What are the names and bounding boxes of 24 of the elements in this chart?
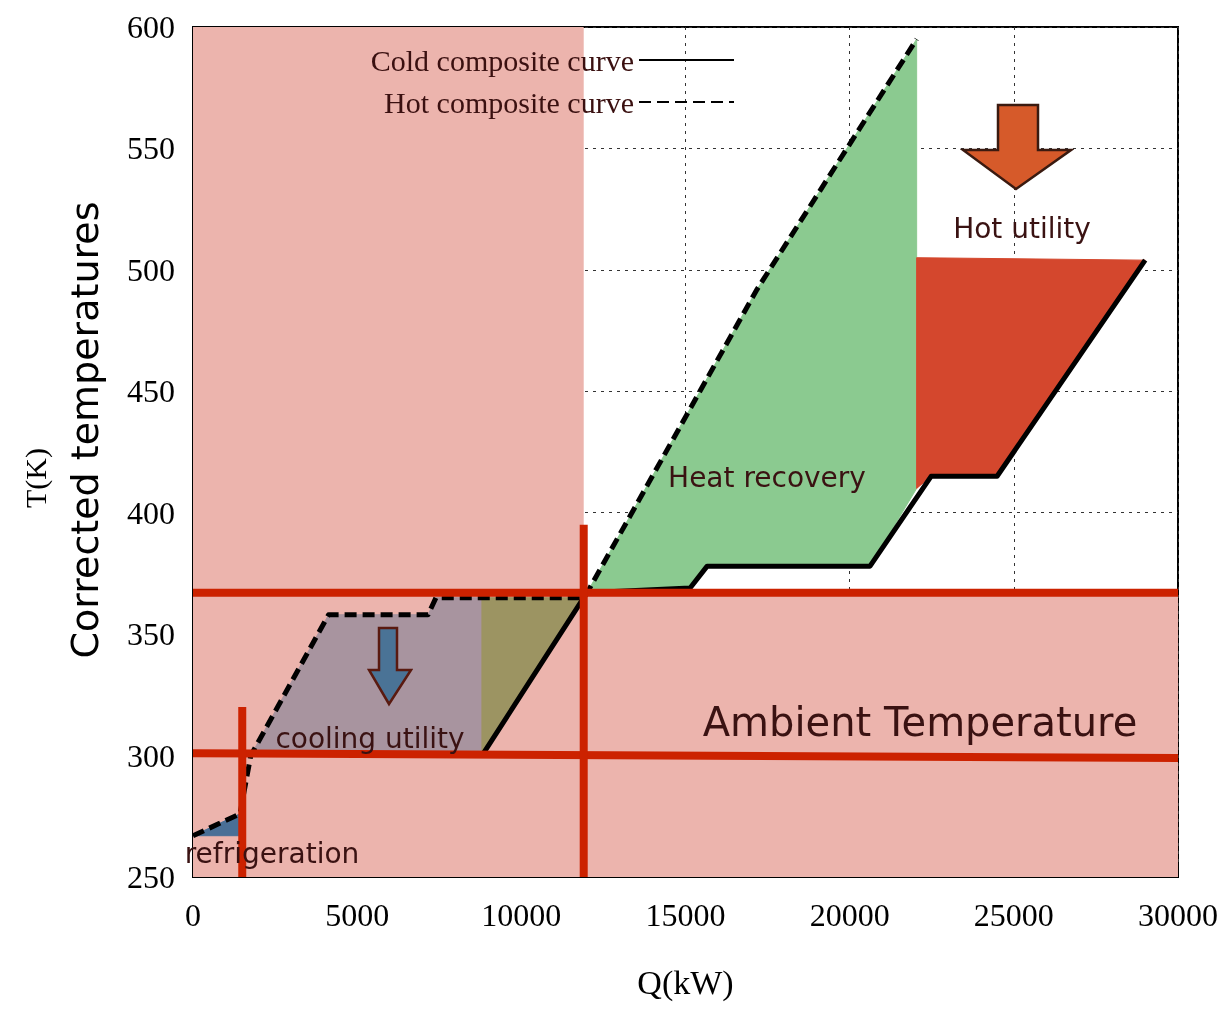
x-tick-label: 30000 (1138, 897, 1218, 933)
y-tick-label: 500 (127, 251, 175, 288)
x-tick-label: 15000 (645, 897, 726, 933)
y-tick-label: 250 (127, 859, 175, 895)
annotation: Ambient Temperature (702, 699, 1138, 745)
x-tick-label: 20000 (809, 897, 890, 933)
legend-label: Hot composite curve (384, 85, 634, 119)
x-tick-label: 10000 (481, 897, 562, 933)
y-tick-label: 400 (127, 494, 175, 531)
y-axis-title: T(K) (18, 448, 53, 508)
y-tick-label: 450 (127, 373, 175, 410)
y-tick-label: 350 (127, 616, 175, 653)
x-tick-label: 0 (185, 897, 201, 933)
y-tick-label: 300 (127, 737, 175, 774)
annotation: Heat recovery (668, 460, 866, 494)
annotation: cooling utility (275, 721, 465, 755)
x-tick-label: 5000 (325, 897, 390, 933)
x-axis-title: Q(kW) (637, 963, 734, 1002)
annotation: Hot utility (953, 211, 1091, 245)
y-tick-label: 600 (127, 9, 175, 45)
text: Corrected temperatures (63, 201, 107, 659)
legend-label: Cold composite curve (370, 43, 634, 77)
y-tick-label: 550 (127, 130, 175, 167)
x-tick-label: 25000 (973, 897, 1054, 933)
